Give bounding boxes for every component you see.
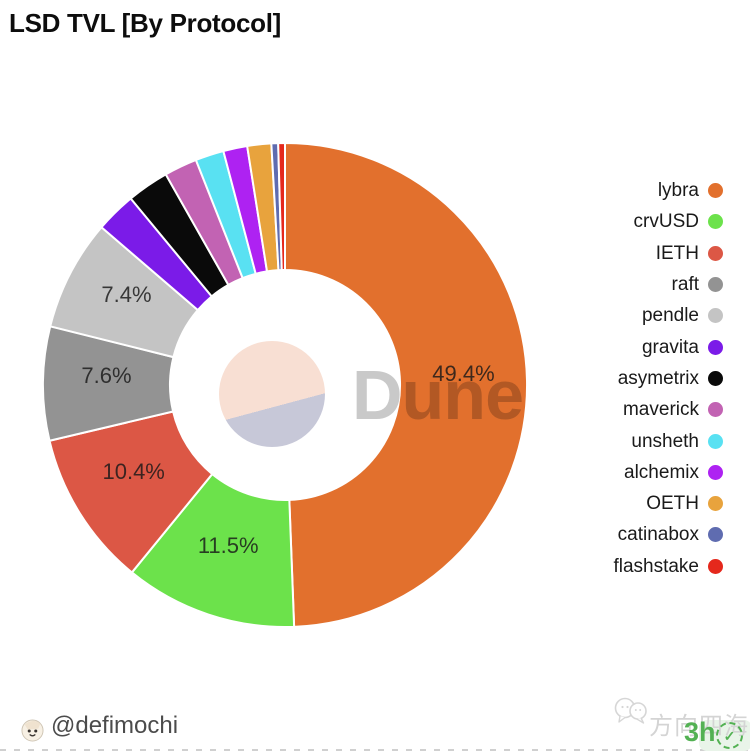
chat-bubbles-icon — [614, 697, 647, 724]
legend-swatch-icon — [708, 245, 723, 261]
legend-label: lybra — [657, 180, 699, 202]
legend-item-lybra[interactable]: lybra — [613, 175, 723, 206]
legend-swatch-icon — [708, 308, 723, 324]
slice-lybra[interactable] — [284, 141, 529, 628]
legend-item-flashstake[interactable]: flashstake — [613, 551, 723, 582]
legend-label: alchemix — [624, 461, 699, 483]
slice-label-pendle: 7.4% — [101, 282, 152, 307]
legend-item-asymetrix[interactable]: asymetrix — [613, 363, 723, 394]
chart-legend: lybra crvUSD IETH raft pendle gravita asymetri… — [613, 175, 723, 582]
legend-swatch-icon — [708, 402, 723, 418]
legend-label: gravita — [641, 336, 699, 358]
defimochi-avatar — [21, 719, 44, 742]
legend-swatch-icon — [708, 370, 723, 386]
slice-flashstake[interactable] — [277, 141, 286, 272]
legend-label: maverick — [622, 399, 699, 421]
legend-item-pendle[interactable]: pendle — [613, 300, 723, 331]
legend-label: OETH — [646, 493, 699, 515]
legend-label: crvUSD — [633, 211, 699, 233]
legend-swatch-icon — [708, 433, 723, 449]
legend-item-crvUSD[interactable]: crvUSD — [613, 206, 723, 237]
page-title: LSD TVL [By Protocol] — [9, 8, 282, 38]
legend-item-OETH[interactable]: OETH — [613, 488, 723, 519]
legend-swatch-icon — [708, 496, 723, 512]
legend-swatch-icon — [708, 339, 723, 355]
legend-swatch-icon — [708, 527, 723, 543]
legend-label: asymetrix — [617, 367, 699, 389]
time-badge-label: 3h — [684, 717, 716, 747]
slice-label-lybra: 49.4% — [432, 360, 495, 386]
legend-label: pendle — [641, 305, 699, 327]
legend-item-gravita[interactable]: gravita — [613, 331, 723, 362]
footer-dashed-line — [0, 749, 750, 751]
legend-item-IETH[interactable]: IETH — [613, 238, 723, 269]
verified-seal-icon: ✓ — [716, 722, 743, 749]
legend-item-catinabox[interactable]: catinabox — [613, 519, 723, 550]
legend-item-unsheth[interactable]: unsheth — [613, 425, 723, 456]
legend-swatch-icon — [708, 214, 723, 230]
twitter-handle: @defimochi — [51, 712, 179, 739]
legend-item-alchemix[interactable]: alchemix — [613, 457, 723, 488]
slice-label-crvUSD: 11.5% — [197, 533, 259, 559]
legend-swatch-icon — [708, 464, 723, 480]
legend-item-maverick[interactable]: maverick — [613, 394, 723, 425]
legend-label: catinabox — [617, 524, 699, 546]
dune-watermark: Dune — [352, 356, 524, 434]
slice-label-raft: 7.6% — [81, 362, 132, 388]
legend-swatch-icon — [708, 277, 723, 293]
legend-label: flashstake — [613, 555, 699, 577]
legend-swatch-icon — [708, 558, 723, 574]
legend-label: IETH — [655, 242, 699, 264]
legend-swatch-icon — [708, 183, 723, 199]
slice-label-IETH: 10.4% — [102, 458, 165, 484]
legend-item-raft[interactable]: raft — [613, 269, 723, 300]
dune-logo-icon — [219, 341, 325, 447]
legend-label: unsheth — [631, 430, 699, 452]
legend-label: raft — [671, 274, 699, 296]
